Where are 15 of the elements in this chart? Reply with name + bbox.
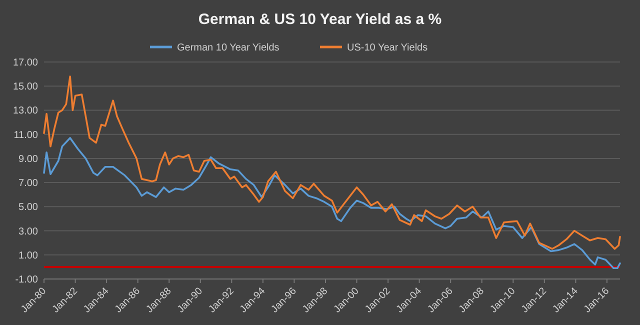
legend-label: US-10 Year Yields (347, 42, 428, 54)
legend-label: German 10 Year Yields (177, 42, 280, 54)
line-series (43, 137, 621, 270)
y-tick-label: 1.00 (18, 250, 38, 262)
y-tick-label: 11.00 (14, 130, 38, 141)
chart-title: German & US 10 Year Yield as a % (198, 11, 442, 28)
line-series (43, 76, 621, 250)
y-tick-label: 5.00 (18, 202, 38, 214)
y-tick-label: 15.00 (12, 82, 38, 93)
y-tick-label: -1.00 (15, 274, 38, 286)
y-tick-label: 3.00 (18, 226, 38, 238)
y-tick-label: 9.00 (18, 154, 38, 165)
y-tick-label: 7.00 (18, 178, 38, 190)
y-tick-label: 17.00 (12, 58, 38, 68)
y-tick-label: 13.00 (12, 106, 38, 117)
